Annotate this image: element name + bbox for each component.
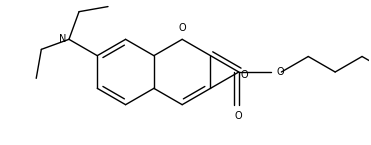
Text: N: N <box>59 34 66 44</box>
Text: O: O <box>178 23 186 33</box>
Text: O: O <box>235 111 243 121</box>
Text: O: O <box>276 67 284 77</box>
Text: O: O <box>240 70 248 80</box>
